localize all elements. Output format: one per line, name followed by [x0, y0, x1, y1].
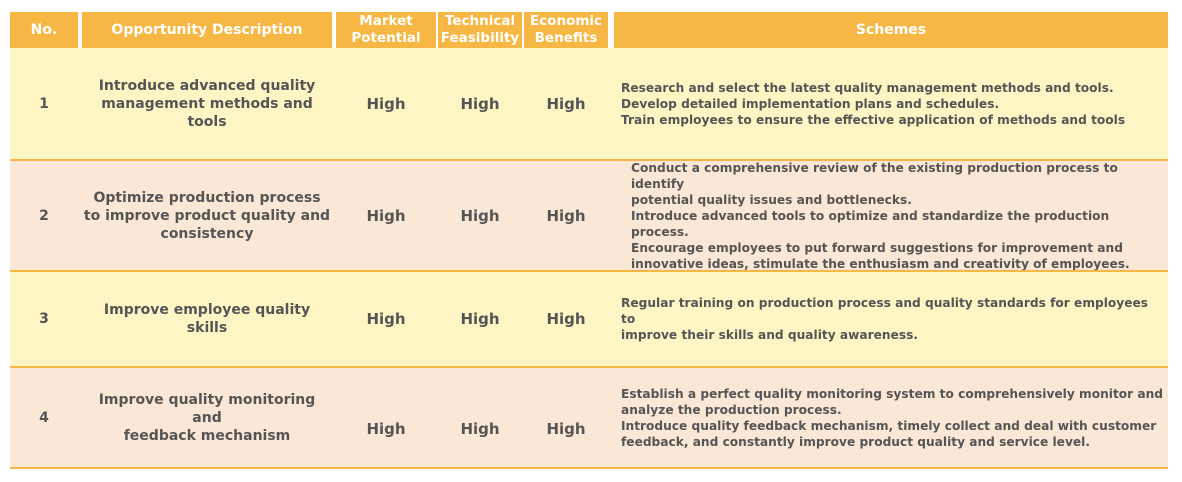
header-schemes: Schemes [614, 12, 1168, 48]
row-description: Introduce advanced quality management me… [98, 78, 316, 130]
row-divider [10, 159, 1168, 161]
header-economic-benefits: Economic Benefits [524, 12, 608, 48]
row-economic-benefits: High [546, 95, 586, 113]
table-row: 3 Improve employee quality skills High H… [10, 272, 1168, 366]
row-schemes: Research and select the latest quality m… [621, 81, 1126, 127]
row-description: Improve employee quality skills [103, 302, 311, 336]
row-divider [10, 467, 1168, 469]
row-economic-benefits: High [546, 419, 586, 438]
row-number: 3 [39, 311, 49, 327]
row-technical-feasibility: High [460, 207, 500, 225]
row-economic-benefits: High [546, 310, 586, 328]
table-row: 1 Introduce advanced quality management … [10, 48, 1168, 160]
row-number: 2 [39, 208, 49, 224]
row-schemes: Conduct a comprehensive review of the ex… [631, 161, 1130, 271]
header-no: No. [10, 12, 78, 48]
row-description: Improve quality monitoring and feedback … [98, 391, 316, 444]
row-divider [10, 270, 1168, 272]
row-divider [10, 366, 1168, 368]
row-technical-feasibility: High [460, 419, 500, 438]
header-technical-feasibility: Technical Feasibility [438, 12, 522, 48]
row-number: 1 [39, 96, 49, 112]
row-number: 4 [39, 409, 49, 426]
row-market-potential: High [366, 207, 406, 225]
table-row: 4 Improve quality monitoring and feedbac… [10, 368, 1168, 467]
header-description: Opportunity Description [82, 12, 332, 48]
row-economic-benefits: High [546, 207, 586, 225]
row-schemes: Establish a perfect quality monitoring s… [621, 386, 1164, 449]
row-market-potential: High [366, 95, 406, 113]
row-schemes: Regular training on production process a… [621, 296, 1149, 342]
row-technical-feasibility: High [460, 95, 500, 113]
row-market-potential: High [366, 419, 406, 438]
row-market-potential: High [366, 310, 406, 328]
row-description: Optimize production process to improve p… [83, 190, 331, 242]
table-row: 2 Optimize production process to improve… [10, 161, 1168, 271]
row-technical-feasibility: High [460, 310, 500, 328]
header-market-potential: Market Potential [336, 12, 436, 48]
